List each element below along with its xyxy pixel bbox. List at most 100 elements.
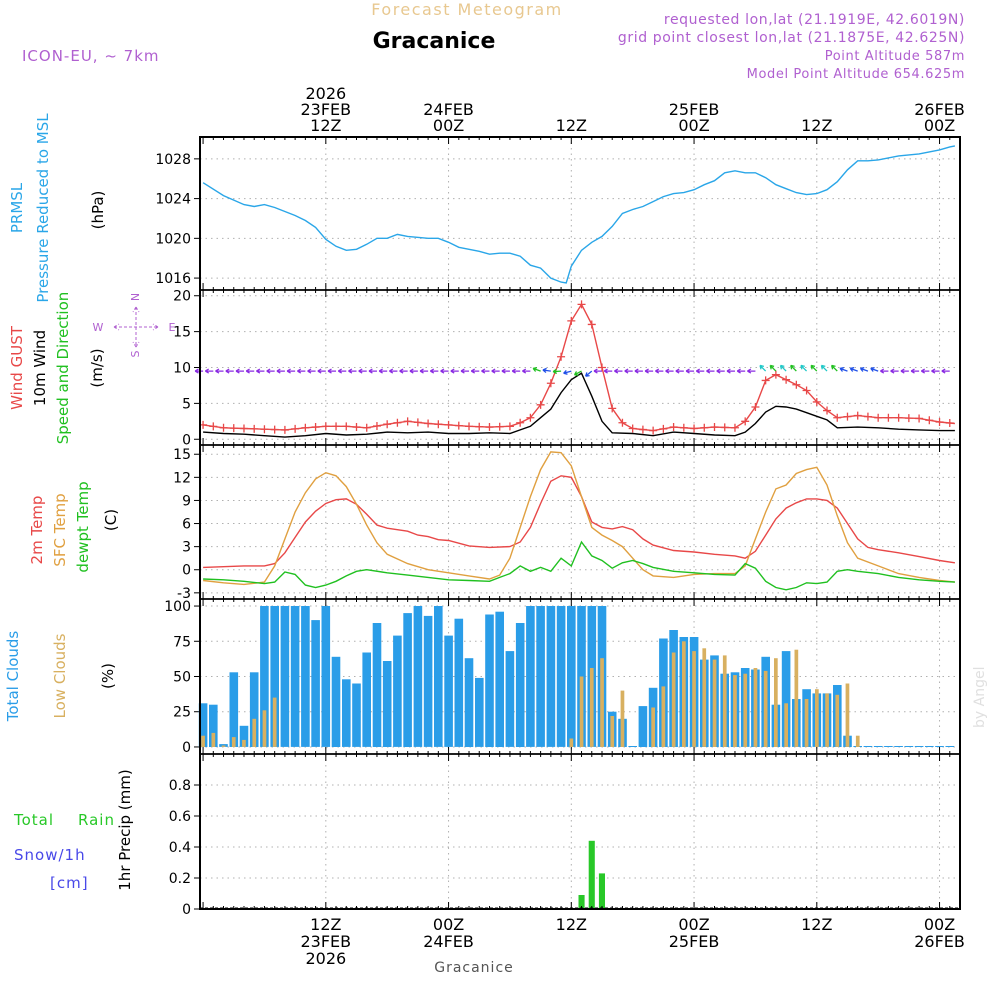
total-cloud-bar [904, 746, 914, 747]
low-cloud-bar [855, 735, 860, 747]
panel-1: 1016 1020 1024 1028 [155, 137, 960, 290]
total-cloud-bar [884, 746, 893, 747]
y-tick-label: 20 [173, 289, 191, 305]
gust-marker [843, 412, 852, 421]
bottom-time-label: 26FEB [914, 932, 965, 951]
wind-direction-arrow [634, 368, 643, 374]
gust-marker [393, 418, 402, 427]
low-clouds-label: Low Clouds [51, 633, 69, 718]
low-cloud-bar [743, 673, 748, 747]
wind-direction-arrow [573, 370, 582, 376]
gust-marker [536, 400, 545, 409]
panel-4: 0 25 50 75 100 [164, 599, 960, 756]
gust-marker [904, 414, 913, 423]
low-cloud-bar [763, 670, 768, 747]
wind-direction-arrow [685, 368, 695, 374]
wind-direction-arrow [614, 368, 623, 374]
total-cloud-bar [403, 613, 412, 747]
rain-bar [598, 873, 605, 909]
total-cloud-bar [628, 746, 637, 747]
wind-direction-arrow [726, 368, 735, 374]
precip-units: 1hr Precip (mm) [116, 769, 134, 890]
y-tick-label: 1028 [155, 152, 191, 168]
wind-direction-arrow [624, 368, 633, 374]
wind-direction-arrow [747, 368, 756, 374]
wind-direction-arrow [522, 368, 531, 374]
wind-direction-arrow [460, 368, 470, 374]
total-cloud-bar [209, 704, 218, 747]
gust-marker [608, 404, 617, 413]
wind-direction-arrow [695, 368, 705, 374]
wind-direction-arrow [337, 368, 347, 374]
bottom-time-label: 12Z [801, 915, 832, 934]
point-altitude: Point Altitude 587m [825, 49, 965, 64]
gust-marker [516, 418, 525, 427]
total-cloud-bar [863, 746, 873, 747]
wind-direction-arrow [215, 368, 224, 374]
low-cloud-bar [651, 707, 655, 747]
dewpt-label: dewpt Temp [74, 481, 92, 572]
low-cloud-bar [722, 655, 727, 747]
low-cloud-bar [589, 668, 594, 747]
wind-direction-arrow [501, 368, 510, 374]
total-cloud-bar [454, 618, 464, 747]
total-cloud-bar [280, 606, 290, 747]
gust-marker [710, 423, 719, 432]
gust-marker [557, 352, 566, 361]
low-cloud-bar [242, 739, 246, 747]
total-cloud-bar [894, 746, 903, 747]
gust-marker [495, 422, 504, 431]
wind-direction-arrow [348, 368, 357, 374]
gust-marker [311, 423, 320, 432]
wind-direction-arrow [368, 368, 377, 374]
wind-direction-arrow [820, 364, 828, 372]
wind-direction-arrow [593, 368, 602, 374]
gust-marker [372, 421, 381, 430]
total-cloud-bar [331, 656, 341, 747]
wind-direction-arrow [941, 368, 950, 374]
low-cloud-bar [733, 675, 737, 747]
y-tick-label: 0.6 [169, 809, 191, 825]
rain-bar [588, 840, 595, 909]
total-cloud-bar [393, 635, 402, 747]
wind-direction-arrow [603, 368, 613, 374]
total-cloud-bar [577, 606, 586, 747]
total-cloud-bar [372, 623, 382, 747]
gust-marker [690, 424, 699, 433]
total-cloud-bar [515, 623, 525, 747]
total-cloud-bar [536, 606, 545, 747]
bottom-time-label: 00Z [924, 915, 955, 934]
panel-5: 0 0.2 0.4 0.6 0.8 [169, 754, 960, 918]
wind-direction-arrow [481, 368, 490, 374]
total-cloud-bar [198, 703, 208, 747]
pressure-label-2: Pressure Reduced to MSL [34, 113, 52, 303]
wind-direction-arrow [644, 368, 654, 374]
top-time-label: 2026 [305, 84, 346, 103]
watermark: by Angel [972, 667, 988, 728]
panel-2: 0 5 10 15 20 [173, 289, 960, 448]
wind-direction-arrow [900, 368, 909, 374]
bottom-time-label: 2026 [305, 949, 346, 968]
top-time-label: 12Z [310, 116, 341, 135]
pressure-units: (hPa) [89, 191, 107, 230]
total-cloud-bar [556, 606, 566, 747]
total-cloud-bar [935, 746, 944, 747]
low-cloud-bar [671, 652, 676, 747]
top-time-label: 25FEB [669, 100, 720, 119]
wind-direction-arrow [910, 368, 920, 374]
total-cloud-bar [321, 606, 331, 747]
wind-direction-arrow [409, 368, 418, 374]
bottom-time-label: 12Z [556, 915, 587, 934]
low-cloud-bar [774, 658, 778, 747]
y-tick-label: 9 [182, 493, 191, 509]
low-cloud-bar [231, 737, 236, 747]
wind-direction-arrow [830, 364, 838, 372]
low-cloud-bar [221, 745, 226, 747]
gust-marker [475, 422, 484, 431]
wind-direction-arrow [542, 367, 551, 374]
total-cloud-bar [249, 672, 259, 747]
total-cloud-bar [290, 606, 300, 747]
model-label: ICON-EU, ~ 7km [22, 47, 160, 65]
temp-units: (C) [102, 509, 120, 531]
